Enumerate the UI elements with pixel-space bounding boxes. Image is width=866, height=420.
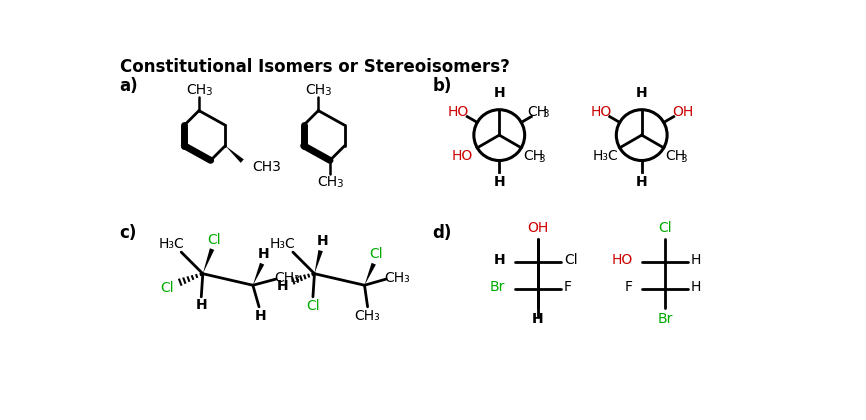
Text: HO: HO bbox=[452, 149, 473, 163]
Text: H: H bbox=[316, 234, 328, 248]
Polygon shape bbox=[225, 146, 244, 163]
Text: Br: Br bbox=[657, 312, 673, 326]
Text: H: H bbox=[494, 253, 506, 267]
Text: HO: HO bbox=[591, 105, 611, 118]
Text: 3: 3 bbox=[538, 154, 545, 163]
Text: 3: 3 bbox=[542, 109, 549, 119]
Text: 3: 3 bbox=[205, 87, 212, 97]
Text: CH: CH bbox=[305, 83, 326, 97]
Text: H: H bbox=[258, 247, 269, 261]
Text: 3: 3 bbox=[325, 87, 331, 97]
Text: Br: Br bbox=[490, 280, 506, 294]
Text: CH: CH bbox=[186, 83, 206, 97]
Text: b): b) bbox=[432, 77, 452, 95]
Text: H: H bbox=[691, 280, 701, 294]
Text: 3: 3 bbox=[336, 179, 343, 189]
Text: a): a) bbox=[120, 77, 139, 95]
Text: CH: CH bbox=[665, 149, 685, 163]
Polygon shape bbox=[203, 248, 214, 274]
Text: H: H bbox=[636, 86, 648, 100]
Text: Cl: Cl bbox=[160, 281, 174, 294]
Text: F: F bbox=[624, 280, 632, 294]
Text: CH₃: CH₃ bbox=[355, 309, 380, 323]
Text: CH: CH bbox=[317, 175, 337, 189]
Text: Cl: Cl bbox=[658, 221, 672, 235]
Text: Cl: Cl bbox=[564, 253, 578, 267]
Text: HO: HO bbox=[611, 253, 632, 267]
Text: Cl: Cl bbox=[306, 299, 320, 313]
Text: c): c) bbox=[120, 223, 137, 241]
Text: F: F bbox=[564, 280, 572, 294]
Polygon shape bbox=[253, 263, 264, 285]
Text: H: H bbox=[255, 309, 267, 323]
Text: H₃C: H₃C bbox=[270, 237, 296, 252]
Text: Cl: Cl bbox=[207, 233, 221, 247]
Text: OH: OH bbox=[672, 105, 693, 118]
Text: H: H bbox=[636, 175, 648, 189]
Text: CH₃: CH₃ bbox=[274, 270, 300, 285]
Text: Constitutional Isomers or Stereoisomers?: Constitutional Isomers or Stereoisomers? bbox=[120, 58, 509, 76]
Text: H: H bbox=[532, 312, 544, 326]
Polygon shape bbox=[365, 263, 376, 285]
Text: OH: OH bbox=[527, 221, 548, 235]
Text: H₃C: H₃C bbox=[158, 237, 184, 252]
Text: H₃C: H₃C bbox=[592, 149, 618, 163]
Text: H: H bbox=[196, 298, 207, 312]
Text: CH3: CH3 bbox=[252, 160, 281, 174]
Text: HO: HO bbox=[448, 105, 469, 118]
Text: H: H bbox=[494, 175, 505, 189]
Text: Cl: Cl bbox=[369, 247, 383, 261]
Text: CH: CH bbox=[527, 105, 547, 118]
Text: H: H bbox=[494, 86, 505, 100]
Text: d): d) bbox=[432, 223, 452, 241]
Text: CH₃: CH₃ bbox=[384, 270, 410, 285]
Text: CH: CH bbox=[523, 149, 543, 163]
Text: 3: 3 bbox=[681, 154, 687, 163]
Polygon shape bbox=[314, 250, 323, 274]
Text: H: H bbox=[691, 253, 701, 267]
Text: H: H bbox=[276, 279, 288, 293]
